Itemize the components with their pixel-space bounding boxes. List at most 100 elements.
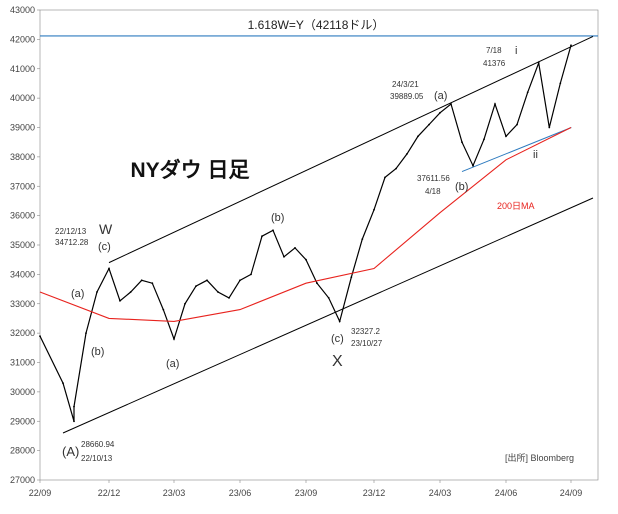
plot-frame [39,9,599,481]
price-point [261,235,263,238]
y-tick-label: 40000 [10,93,35,103]
price-point [206,279,208,282]
annotation-label: 24/3/21 [392,80,419,89]
price-point [140,279,143,282]
price-point [305,258,307,261]
price-point [62,382,64,384]
price-point [195,285,197,287]
price-point [548,126,551,129]
price-point [316,282,318,285]
price-point [73,405,75,408]
channel-lower-line [62,197,594,434]
price-point [327,297,330,299]
y-tick-label: 28000 [10,446,35,456]
price-point [228,297,230,299]
y-tick-label: 33000 [10,299,35,309]
y-tick-label: 43000 [10,5,35,15]
y-tick-label: 35000 [10,240,35,250]
price-point [384,176,386,179]
price-point [184,302,186,305]
price-point [483,138,485,141]
annotation-label: (b) [455,181,468,193]
price-point [338,320,341,323]
price-point [428,123,430,126]
price-point [96,291,98,293]
price-point [526,91,529,94]
y-tick-label: 34000 [10,269,35,279]
price-point [151,282,154,285]
price-point [570,44,572,47]
annotation-label: 7/18 [486,46,502,55]
annotation-label: (b) [271,212,284,224]
ma-label: 200日MA [497,201,535,211]
price-point [162,308,165,311]
price-point [395,167,397,170]
price-point [505,135,507,138]
annotation-label: i [515,45,517,57]
y-tick-label: 39000 [10,123,35,133]
x-tick-label: 24/03 [429,488,452,498]
price-point [250,273,252,276]
annotation-label: 22/12/13 [55,227,87,236]
y-tick-label: 37000 [10,181,35,191]
x-tick-label: 23/12 [363,488,386,498]
x-tick-label: 23/06 [229,488,252,498]
price-point [406,153,408,155]
price-point [472,164,474,167]
annotation-label: (A) [62,444,79,459]
y-tick-label: 29000 [10,416,35,426]
channel-upper-line [108,35,594,264]
price-point [294,247,296,249]
price-point [283,255,285,258]
price-point [350,276,353,279]
x-tick-label: 23/03 [163,488,186,498]
y-tick-label: 32000 [10,328,35,338]
price-point [516,123,518,126]
price-point [73,420,75,423]
annotation-label: 23/10/27 [351,339,383,348]
x-tick-label: 22/12 [98,488,121,498]
price-point [439,111,441,114]
annotation-label: (a) [71,288,84,300]
x-tick-label: 24/09 [560,488,583,498]
price-point [39,335,41,337]
series [39,44,572,423]
annotation-label: 37611.56 [417,174,450,183]
support-line [461,127,572,173]
annotation-label: (c) [98,241,111,253]
price-point [559,82,562,85]
annotation-label: (a) [434,90,447,102]
price-point [119,299,121,302]
moving-average-line [39,127,572,322]
y-tick-label: 36000 [10,211,35,221]
price-point [272,229,274,232]
annotation-label: 34712.28 [55,238,89,247]
reference-lines [40,35,598,434]
price-point [537,62,540,64]
y-tick-label: 42000 [10,34,35,44]
price-point [461,141,463,144]
y-tick-label: 31000 [10,358,35,368]
annotation-label: 41376 [483,59,506,68]
y-tick-label: 41000 [10,64,35,74]
annotation-label: (b) [91,346,104,358]
price-point [417,135,419,138]
y-tick-label: 38000 [10,152,35,162]
annotation-label: (c) [331,333,344,345]
axes: 27000 28000 29000 30000 31000 32000 33000 34000… [10,5,599,498]
annotation-label: W [99,221,113,237]
annotation-label: ii [533,149,538,161]
x-tick-label: 22/09 [29,488,52,498]
y-tick-label: 30000 [10,387,35,397]
annotation-label: 4/18 [425,187,441,196]
price-point [85,332,87,334]
x-tick-label: 24/06 [495,488,518,498]
price-point [173,338,175,340]
price-line [39,45,572,422]
price-point [494,103,496,105]
price-point [129,291,132,293]
annotation-label: 32327.2 [351,327,380,336]
price-point [373,208,375,211]
